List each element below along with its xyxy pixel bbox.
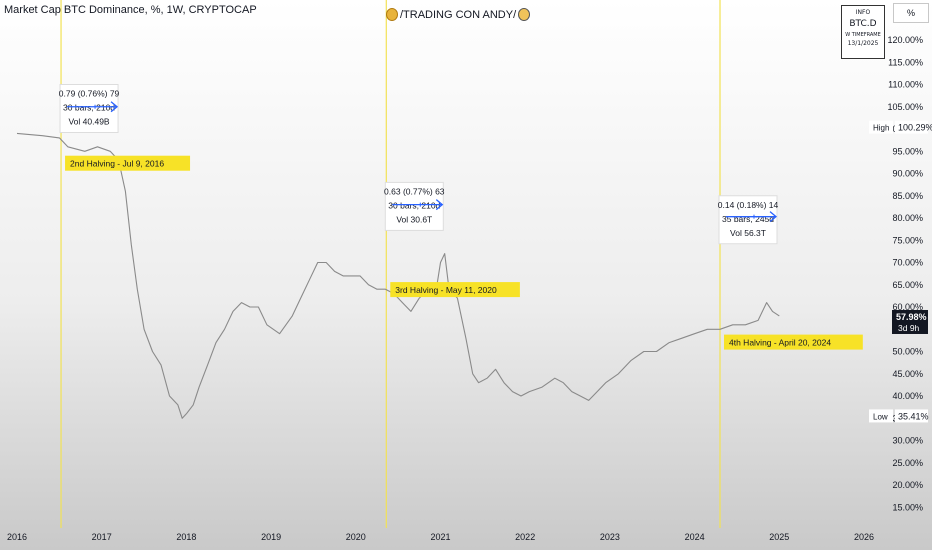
- current-price-countdown: 3d 9h: [898, 323, 920, 333]
- measure-arrow-2: [392, 199, 444, 211]
- low-tag-label: Low: [873, 412, 888, 421]
- halving-label-text: 3rd Halving - May 11, 2020: [395, 285, 497, 295]
- money-bag-icon: [386, 8, 398, 21]
- x-tick-label: 2023: [600, 532, 620, 542]
- low-value-bg: [895, 409, 928, 423]
- measure-box-bg: [384, 181, 444, 231]
- measure-line-2: 30 bars, 210d: [388, 200, 440, 210]
- halving-label-4: 4th Halving - April 20, 2024: [724, 334, 863, 350]
- low-tag: Low 35.41%: [869, 409, 929, 423]
- high-tag-label: High: [873, 124, 889, 133]
- y-tick-label: 120.00%: [887, 35, 923, 45]
- watermark: /TRADING CON ANDY/: [386, 8, 531, 21]
- y-tick-label: 85.00%: [892, 191, 923, 201]
- y-tick-label: 30.00%: [892, 436, 923, 446]
- measure-box-3: 0.14 (0.18%) 14 35 bars, 245d Vol 56.3T: [718, 195, 779, 245]
- halving-label-3: 3rd Halving - May 11, 2020: [390, 282, 520, 298]
- x-tick-label: 2017: [92, 532, 112, 542]
- y-tick-label: 110.00%: [888, 80, 923, 90]
- halving-label-bg: [724, 334, 863, 350]
- y-tick-label: 80.00%: [892, 213, 923, 223]
- low-tag-bg: [869, 409, 893, 423]
- measure-line-3: Vol 56.3T: [730, 228, 766, 238]
- halving-label-bg: [65, 155, 191, 171]
- x-tick-label: 2016: [7, 532, 27, 542]
- halving-label-bg: [390, 282, 520, 298]
- x-tick-label: 2019: [261, 532, 281, 542]
- measure-line-3: Vol 30.6T: [396, 214, 432, 224]
- measure-line-3: Vol 40.49B: [68, 117, 109, 127]
- halving-lines-layer: [60, 0, 721, 528]
- y-tick-label: 15.00%: [892, 502, 923, 512]
- info-box-heading: INFO: [855, 9, 871, 16]
- measure-box-2: 0.63 (0.77%) 63 30 bars, 210d Vol 30.6T: [384, 181, 445, 231]
- x-tick-label: 2026: [854, 532, 874, 542]
- measure-arrow-head: [435, 199, 444, 211]
- x-tick-label: 2022: [515, 532, 535, 542]
- info-box-symbol: BTC.D: [849, 19, 877, 29]
- y-tick-label: 45.00%: [892, 369, 923, 379]
- time-axis[interactable]: 2016 2017 2018 2019 2020 2021 2022 2023 2024 2025…: [7, 532, 874, 542]
- current-price-bg: [892, 309, 928, 334]
- y-tick-label: 20.00%: [892, 480, 923, 490]
- y-tick-label: 65.00%: [892, 280, 923, 290]
- current-price-tag[interactable]: 57.98%3d 9h: [892, 309, 928, 334]
- measure-arrow-1: [67, 101, 119, 113]
- x-tick-label: 2021: [430, 532, 450, 542]
- low-value: 35.41%: [898, 411, 929, 421]
- y-tick-label: 115.00%: [888, 57, 923, 67]
- y-tick-label: 60.00%: [892, 302, 923, 312]
- measure-arrow-3: [726, 211, 778, 223]
- high-tag: High 100.29%: [869, 120, 932, 134]
- high-value: 100.29%: [898, 123, 932, 133]
- measure-box-bg: [718, 195, 778, 245]
- measure-line-2: 30 bars, 210d: [63, 103, 115, 113]
- scale-unit-button[interactable]: %: [893, 3, 929, 23]
- measure-box-1: 0.79 (0.76%) 79 30 bars, 210d Vol 40.49B: [59, 84, 120, 133]
- measure-line-1: 0.79 (0.76%) 79: [59, 89, 120, 99]
- y-tick-label: 75.00%: [892, 235, 923, 245]
- btc-dominance-line[interactable]: [16, 132, 780, 419]
- y-tick-label: 90.00%: [892, 169, 923, 179]
- measure-arrow-head: [769, 211, 778, 223]
- info-box: INFO BTC.D W TIMEFRAME 13/1/2025: [841, 5, 885, 59]
- measure-line-1: 0.63 (0.77%) 63: [384, 186, 445, 196]
- halving-label-2: 2nd Halving - Jul 9, 2016: [65, 155, 191, 171]
- x-tick-label: 2018: [176, 532, 196, 542]
- y-tick-label: 95.00%: [892, 146, 923, 156]
- y-tick-label: 25.00%: [892, 458, 923, 468]
- high-value-bg: [895, 120, 928, 134]
- info-box-timeframe: W TIMEFRAME: [845, 32, 881, 38]
- watermark-text: /TRADING CON ANDY/: [400, 8, 517, 21]
- info-box-date: 13/1/2025: [847, 40, 879, 47]
- measure-box-bg: [59, 84, 119, 133]
- measure-arrow-head: [110, 101, 119, 113]
- high-tag-bg: [869, 120, 893, 134]
- halving-label-text: 2nd Halving - Jul 9, 2016: [70, 159, 164, 169]
- x-tick-label: 2024: [685, 532, 705, 542]
- current-price-value: 57.98%: [896, 312, 927, 322]
- y-tick-label: 40.00%: [892, 391, 923, 401]
- sunglasses-face-icon: [518, 8, 531, 21]
- measure-line-2: 35 bars, 245d: [722, 214, 774, 224]
- x-tick-label: 2025: [769, 532, 789, 542]
- price-series-layer: [16, 132, 780, 419]
- y-tick-label: 50.00%: [892, 347, 923, 357]
- y-tick-label: 105.00%: [887, 102, 923, 112]
- measure-line-1: 0.14 (0.18%) 14: [718, 200, 779, 210]
- halving-label-text: 4th Halving - April 20, 2024: [729, 338, 831, 348]
- y-tick-label: 70.00%: [892, 258, 923, 268]
- symbol-title[interactable]: Market Cap BTC Dominance, %, 1W, CRYPTOC…: [4, 4, 257, 16]
- x-tick-label: 2020: [346, 532, 366, 542]
- price-axis[interactable]: 120.00%115.00%110.00%105.00%100.00%95.00…: [869, 35, 932, 512]
